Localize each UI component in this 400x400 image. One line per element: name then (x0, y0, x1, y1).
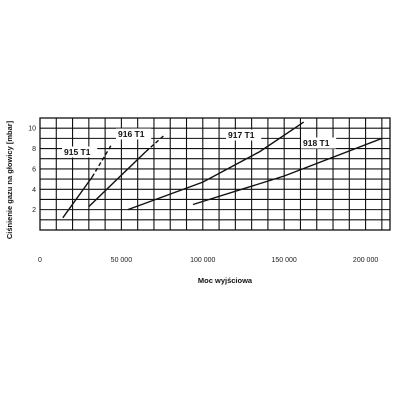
x-axis-label: Moc wyjściowa (198, 276, 253, 285)
series-line (127, 121, 305, 211)
y-tick-label: 6 (32, 166, 36, 173)
series-label: 917 T1 (228, 130, 255, 140)
y-axis-label: Ciśnienie gazu na głowicy [mbar] (5, 120, 14, 239)
series-label: 918 T1 (303, 138, 330, 148)
y-tick-label: 4 (32, 187, 36, 194)
y-tick-label: 10 (28, 126, 36, 133)
x-tick-label: 150 000 (272, 257, 297, 264)
x-tick-label: 100 000 (190, 257, 215, 264)
series-label: 915 T1 (64, 147, 91, 157)
x-tick-label: 50 000 (111, 257, 133, 264)
series-label: 916 T1 (118, 129, 145, 139)
x-tick-label: 200 000 (353, 257, 378, 264)
x-tick-label: 0 (38, 257, 42, 264)
y-tick-label: 8 (32, 146, 36, 153)
tick-labels: 0 50 000 100 000 150 000 200 000 2 4 6 8 10 (28, 126, 378, 264)
series-line (88, 151, 147, 208)
series-line-dashed (145, 133, 166, 153)
series-label-background (116, 128, 152, 140)
series-label-background (301, 137, 337, 149)
plot-frame (39, 117, 391, 231)
series-line (62, 176, 93, 219)
series-line (192, 137, 383, 206)
curves (62, 121, 383, 219)
series-labels: 915 T1 916 T1 917 T1 918 T1 (62, 128, 337, 158)
series-label-background (62, 146, 98, 158)
series-label-background (226, 129, 262, 141)
grid (40, 118, 390, 230)
y-tick-label: 2 (32, 207, 36, 214)
